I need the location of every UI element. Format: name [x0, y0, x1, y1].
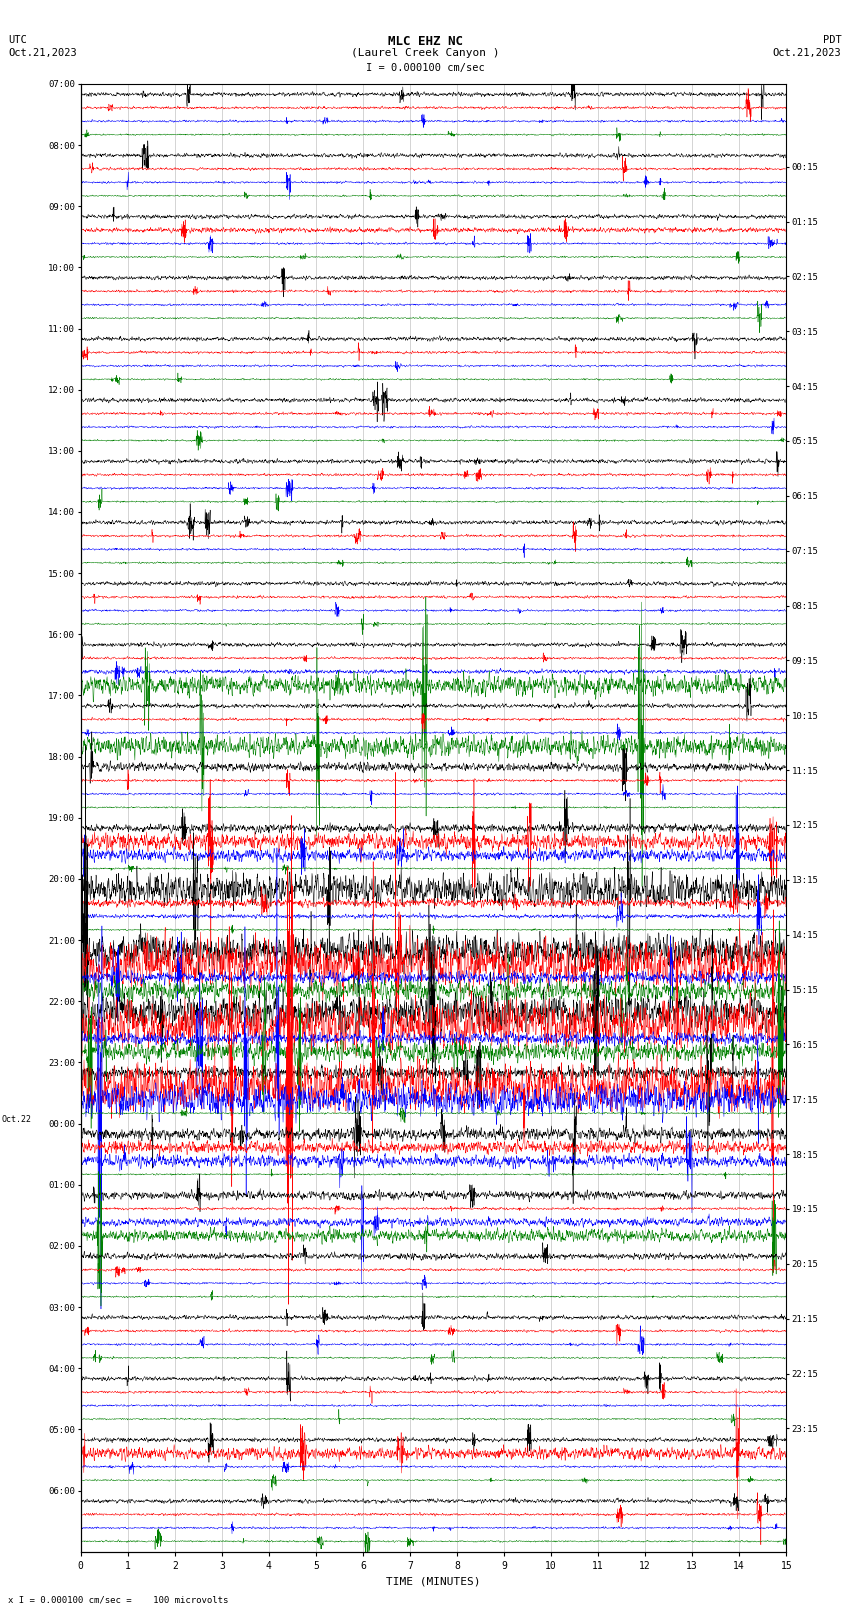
Text: I = 0.000100 cm/sec: I = 0.000100 cm/sec — [366, 63, 484, 73]
Text: PDT: PDT — [823, 35, 842, 45]
Text: Oct.21,2023: Oct.21,2023 — [773, 48, 842, 58]
Text: Oct.21,2023: Oct.21,2023 — [8, 48, 77, 58]
Text: x I = 0.000100 cm/sec =    100 microvolts: x I = 0.000100 cm/sec = 100 microvolts — [8, 1595, 229, 1605]
Text: (Laurel Creek Canyon ): (Laurel Creek Canyon ) — [351, 48, 499, 58]
Text: MLC EHZ NC: MLC EHZ NC — [388, 35, 462, 48]
Text: UTC: UTC — [8, 35, 27, 45]
Text: Oct.22: Oct.22 — [2, 1115, 31, 1124]
X-axis label: TIME (MINUTES): TIME (MINUTES) — [386, 1576, 481, 1586]
